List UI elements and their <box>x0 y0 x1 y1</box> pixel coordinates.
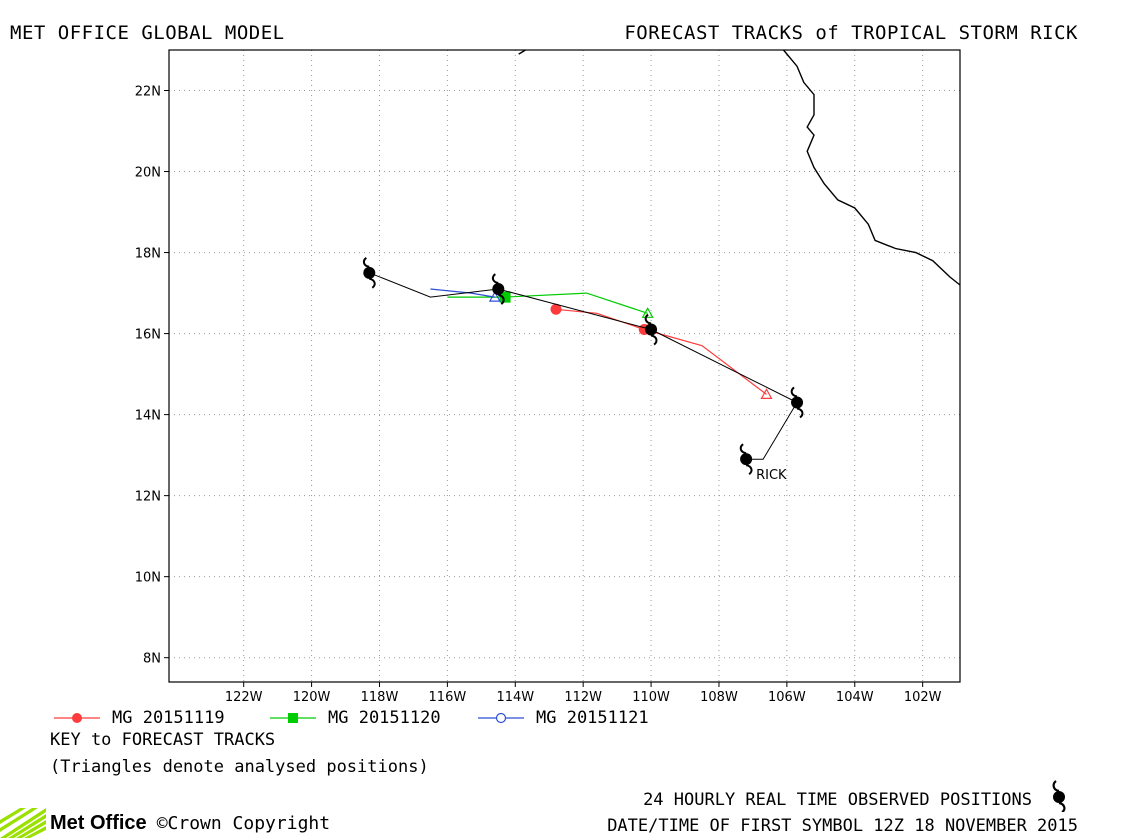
observed-position-symbol <box>644 313 658 346</box>
storm-name-label: RICK <box>756 468 787 483</box>
lat-tick-label: 10N <box>135 571 161 586</box>
coastline <box>518 49 961 286</box>
lat-tick-label: 16N <box>135 328 161 343</box>
symbol-arm-top <box>739 443 747 455</box>
lat-tick-label: 8N <box>143 652 161 667</box>
forecast-track-line <box>447 292 648 314</box>
legend-label: MG 20151121 <box>536 708 649 728</box>
symbol-arm-top <box>362 257 370 268</box>
observed-position-dot <box>791 396 804 409</box>
legend-green-square-icon <box>270 713 316 723</box>
lon-tick-label: 110W <box>632 690 670 705</box>
symbol-arm-bottom <box>369 277 376 289</box>
legend-entry-mg-20151120: MG 20151120 <box>266 708 441 728</box>
hurricane-symbol-icon <box>1052 780 1066 812</box>
observed-position-symbol <box>491 273 505 305</box>
symbol-arm-top <box>644 313 652 325</box>
legend-entry-mg-20151119: MG 20151119 <box>50 708 225 728</box>
legend-label: MG 20151120 <box>328 708 441 728</box>
observed-position-dot <box>363 266 376 279</box>
observed-positions-label: 24 HOURLY REAL TIME OBSERVED POSITIONS <box>643 790 1032 810</box>
lon-tick-label: 108W <box>700 690 738 705</box>
lon-tick-label: 116W <box>429 690 467 705</box>
met-office-logo: Met Office ©Crown Copyright <box>0 808 330 838</box>
legend-label: MG 20151119 <box>112 708 225 728</box>
forecast-track-line <box>555 308 767 395</box>
legend-red-circle-icon <box>54 713 100 723</box>
symbol-arm-bottom <box>650 334 658 346</box>
observed-position-dot <box>740 453 753 466</box>
logo-text: Met Office <box>50 811 147 834</box>
lat-tick-label: 18N <box>135 247 161 262</box>
lon-tick-label: 114W <box>496 690 534 705</box>
legend-entry-mg-20151121: MG 20151121 <box>474 708 649 728</box>
key-note: (Triangles denote analysed positions) <box>50 757 429 777</box>
lon-tick-label: 102W <box>904 690 942 705</box>
analysed-position-triangle <box>641 307 654 318</box>
symbol-arm-top <box>491 273 499 285</box>
symbol-arm-top <box>790 386 798 398</box>
observed-position-symbol <box>790 386 804 419</box>
lon-tick-label: 112W <box>564 690 602 705</box>
key-title: KEY to FORECAST TRACKS <box>50 730 276 750</box>
observed-position-symbol <box>362 257 376 289</box>
lat-tick-label: 14N <box>135 409 161 424</box>
observed-position-symbol <box>739 443 753 475</box>
map-frame <box>168 49 961 683</box>
axis-labels: 8N 10N 12N 14N 16N 18N 20N 22N 122W 120W 118W 116W 1… <box>135 85 942 705</box>
forecast-marker-square <box>499 291 511 303</box>
header-chart-title: FORECAST TRACKS of TROPICAL STORM RICK <box>624 22 1078 44</box>
lat-tick-label: 12N <box>135 490 161 505</box>
lat-tick-label: 20N <box>135 166 161 181</box>
symbol-arm-bottom <box>796 407 804 419</box>
lon-tick-label: 104W <box>836 690 874 705</box>
symbol-arm-bottom <box>745 464 753 475</box>
met-office-logo-icon <box>0 808 46 838</box>
analysed-position-triangle <box>488 290 501 302</box>
coastline-segment <box>782 49 961 286</box>
legend-blue-open-circle-icon <box>478 712 524 724</box>
grid-lines <box>164 50 960 687</box>
symbol-arm-bottom <box>498 294 505 305</box>
forecast-tracks <box>430 288 773 399</box>
forecast-marker-circle <box>550 303 562 315</box>
copyright-text: ©Crown Copyright <box>156 812 331 834</box>
coastline-segment <box>518 49 526 55</box>
observed-position-dot <box>492 283 505 296</box>
lon-tick-label: 106W <box>768 690 806 705</box>
analysed-position-triangle <box>760 388 773 399</box>
observed-position-dot <box>645 323 658 336</box>
header-model-title: MET OFFICE GLOBAL MODEL <box>10 22 285 44</box>
first-symbol-date-label: DATE/TIME OF FIRST SYMBOL 12Z 18 NOVEMBE… <box>607 816 1078 836</box>
lon-tick-label: 122W <box>225 690 263 705</box>
lon-tick-label: 120W <box>293 690 331 705</box>
observed-track <box>362 257 804 475</box>
lon-tick-label: 118W <box>361 690 399 705</box>
forecast-track-line <box>430 288 495 298</box>
lat-tick-label: 22N <box>135 85 161 100</box>
